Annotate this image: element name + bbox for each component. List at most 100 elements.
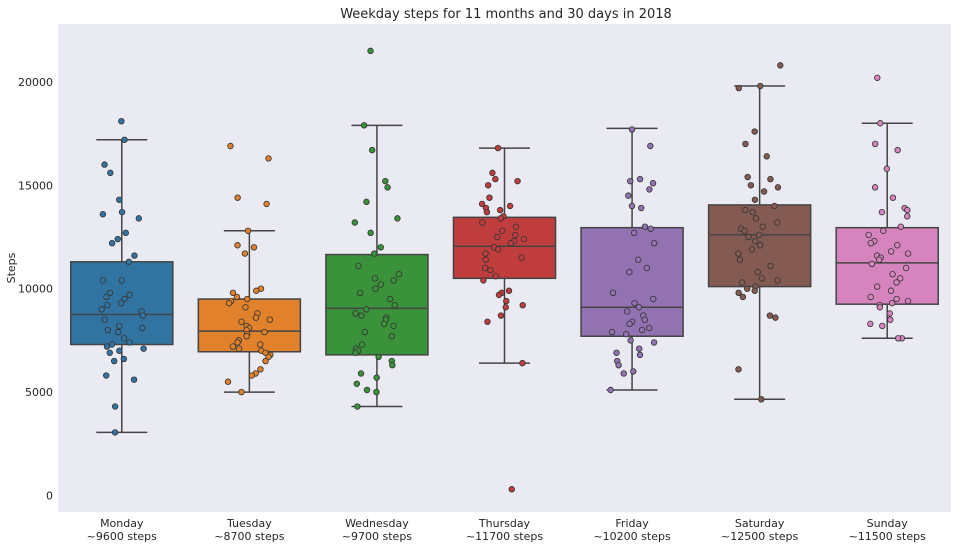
data-point <box>118 299 125 307</box>
data-point <box>229 289 237 297</box>
data-point <box>126 339 133 346</box>
data-point <box>512 231 519 239</box>
data-point <box>879 322 886 330</box>
x-tick-label-steps: ~12500 steps <box>721 530 799 543</box>
data-point <box>647 225 654 232</box>
data-point <box>111 429 119 436</box>
data-point <box>377 244 384 251</box>
data-point <box>735 366 742 373</box>
data-point <box>386 295 394 303</box>
x-tick-label-day: Saturday <box>735 517 785 530</box>
data-point <box>874 74 881 81</box>
data-point <box>608 328 616 336</box>
data-point <box>636 345 643 352</box>
data-point <box>391 302 398 309</box>
data-point <box>496 206 504 214</box>
data-point <box>893 279 900 286</box>
data-point <box>867 239 874 247</box>
data-point <box>880 227 887 234</box>
data-point <box>518 254 525 261</box>
data-point <box>373 374 380 381</box>
data-point <box>758 396 765 403</box>
data-point <box>650 295 657 303</box>
data-point <box>484 182 492 189</box>
data-point <box>101 161 108 168</box>
box-iqr <box>835 226 939 305</box>
data-point <box>630 368 637 375</box>
data-point <box>118 208 126 216</box>
data-point <box>774 184 782 191</box>
data-point <box>745 233 752 241</box>
data-point <box>118 277 125 284</box>
x-tick-label-steps: ~11700 steps <box>466 530 544 543</box>
data-point <box>139 324 146 332</box>
box-group-thursday <box>452 144 557 493</box>
data-point <box>120 335 128 342</box>
data-point <box>358 312 365 319</box>
data-point <box>395 271 403 278</box>
data-point <box>897 275 904 282</box>
data-point <box>887 316 894 323</box>
data-point <box>650 239 658 247</box>
y-tick-label: 5000 <box>25 386 53 399</box>
data-point <box>480 277 487 284</box>
data-point <box>484 318 491 325</box>
data-point <box>626 268 633 276</box>
data-point <box>107 169 114 177</box>
x-tick-label-day: Friday <box>615 517 649 530</box>
data-point <box>261 328 268 336</box>
data-point <box>747 182 755 189</box>
data-point <box>636 175 644 183</box>
data-point <box>757 82 764 90</box>
data-point <box>520 235 528 243</box>
data-point <box>755 231 763 239</box>
data-point <box>754 268 761 276</box>
data-point <box>351 219 358 226</box>
data-point <box>744 285 751 292</box>
box-group-wednesday <box>325 47 429 410</box>
x-tick-label-day: Tuesday <box>226 517 272 530</box>
data-point <box>368 146 376 154</box>
chart-title: Weekday steps for 11 months and 30 days … <box>340 7 672 22</box>
data-point <box>628 202 636 210</box>
data-point <box>121 295 128 303</box>
data-point <box>867 320 874 328</box>
data-point <box>353 380 361 387</box>
data-point <box>735 289 742 297</box>
data-point <box>248 372 256 379</box>
y-tick-label: 15000 <box>18 179 53 192</box>
data-point <box>108 239 116 247</box>
data-point <box>887 287 895 294</box>
data-point <box>883 165 891 172</box>
data-point <box>139 312 147 319</box>
data-point <box>494 144 502 152</box>
data-point <box>759 223 766 230</box>
x-tick-label-steps: ~8700 steps <box>214 530 285 543</box>
y-axis-label: Steps <box>5 252 18 283</box>
data-point <box>99 277 106 284</box>
data-point <box>238 388 245 396</box>
y-tick-label: 20000 <box>18 76 53 89</box>
data-point <box>904 297 912 305</box>
x-tick-label-day: Wednesday <box>345 517 409 530</box>
data-point <box>352 349 359 356</box>
data-point <box>519 359 526 367</box>
data-point <box>878 208 886 216</box>
data-point <box>622 330 630 338</box>
data-point <box>390 277 397 284</box>
data-point <box>225 299 233 307</box>
data-point <box>626 320 633 328</box>
data-point <box>360 122 368 129</box>
data-point <box>356 289 364 297</box>
data-point <box>647 142 654 150</box>
data-point <box>355 262 362 270</box>
data-point <box>873 283 881 290</box>
box-iqr <box>452 216 557 280</box>
data-point <box>751 196 759 203</box>
data-point <box>735 250 742 257</box>
data-point <box>751 287 758 294</box>
data-point <box>367 229 374 237</box>
data-point <box>104 326 112 334</box>
data-point <box>234 339 241 346</box>
data-point <box>363 306 370 313</box>
